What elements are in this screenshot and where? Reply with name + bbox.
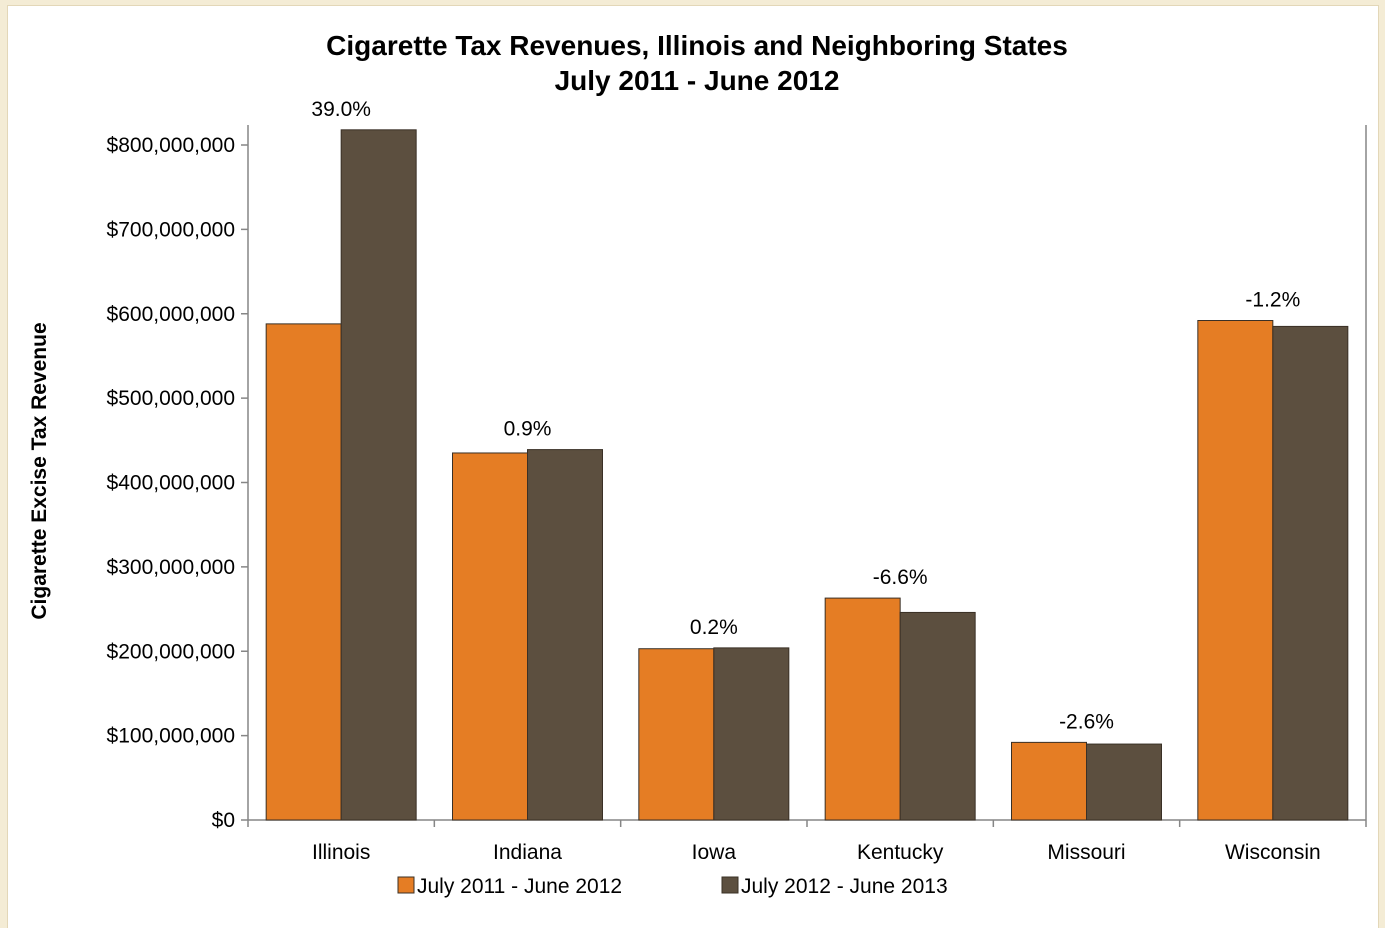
plot-area: $0 $100,000,000 $200,000,000 $300,000,000 $4… <box>107 98 1367 864</box>
bar-illinois-series-1 <box>265 323 342 821</box>
y-tick-label: $700,000,000 <box>107 218 235 241</box>
change-annotation: -2.6% <box>1059 710 1114 733</box>
legend-label: July 2011 - June 2012 <box>417 875 622 898</box>
y-tick-label: $0 <box>212 809 235 832</box>
x-category-label: Iowa <box>692 841 737 864</box>
x-category-label: Kentucky <box>857 841 944 864</box>
bar-wisconsin-series-2 <box>1272 325 1349 821</box>
legend-swatch <box>721 876 739 894</box>
y-tick-label: $600,000,000 <box>107 303 235 326</box>
bar-iowa-series-2 <box>713 647 790 821</box>
bar-missouri-series-2 <box>1086 743 1162 821</box>
bar-missouri-series-1 <box>1011 741 1087 821</box>
bar-indiana-series-2 <box>527 449 603 821</box>
bar-indiana-series-1 <box>452 452 528 821</box>
change-annotation: 39.0% <box>311 98 371 121</box>
bar-illinois-series-2 <box>340 129 417 821</box>
change-annotation: -6.6% <box>873 566 928 589</box>
bar-kentucky-series-1 <box>824 597 901 821</box>
x-category-label: Illinois <box>312 841 370 864</box>
x-category-label: Indiana <box>493 841 562 864</box>
change-annotation: -1.2% <box>1245 289 1300 312</box>
legend-label: July 2012 - June 2013 <box>741 875 948 898</box>
y-tick-label: $800,000,000 <box>107 134 235 157</box>
y-axis-label: Cigarette Excise Tax Revenue <box>28 322 51 619</box>
bar-iowa-series-1 <box>638 648 715 821</box>
y-tick-label: $500,000,000 <box>107 387 235 410</box>
y-tick-label: $200,000,000 <box>107 640 235 663</box>
legend: July 2011 - June 2012 July 2012 - June 20… <box>397 875 948 898</box>
y-tick-label: $100,000,000 <box>107 725 235 748</box>
x-category-label: Missouri <box>1047 841 1125 864</box>
change-annotation: 0.2% <box>690 616 738 639</box>
bar-wisconsin-series-1 <box>1197 320 1274 821</box>
chart-title: Cigarette Tax Revenues, Illinois and Nei… <box>326 30 1068 61</box>
bar-kentucky-series-2 <box>899 611 976 821</box>
legend-swatch <box>397 876 415 894</box>
change-annotation: 0.9% <box>504 418 552 441</box>
y-tick-label: $400,000,000 <box>107 472 235 495</box>
x-category-label: Wisconsin <box>1225 841 1321 864</box>
chart-subtitle: July 2011 - June 2012 <box>555 65 840 96</box>
y-tick-label: $300,000,000 <box>107 556 235 579</box>
